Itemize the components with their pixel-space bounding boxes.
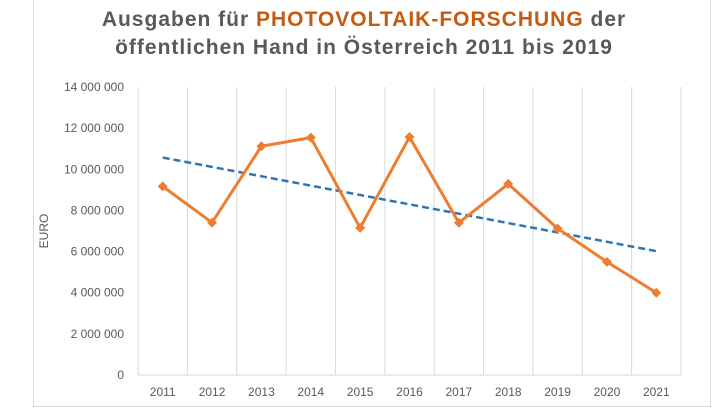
- chart-frame: [33, 0, 711, 407]
- y-tick-label: 10 000 000: [64, 162, 124, 176]
- data-point-marker: [404, 131, 415, 142]
- data-point-marker: [651, 287, 662, 298]
- data-point-marker: [207, 217, 218, 228]
- title-part-3: der: [583, 8, 627, 31]
- x-tick-label: 2014: [297, 385, 324, 399]
- x-tick-label: 2015: [347, 385, 374, 399]
- data-point-marker: [256, 141, 267, 152]
- x-tick-label: 2011: [150, 385, 176, 399]
- title-highlight: PHOTOVOLTAIK-FORSCHUNG: [256, 8, 584, 31]
- data-point-marker: [601, 256, 612, 267]
- y-tick-label: 4 000 000: [71, 286, 125, 300]
- y-tick-label: 6 000 000: [71, 245, 125, 259]
- y-tick-label: 8 000 000: [71, 203, 125, 217]
- y-tick-label: 14 000 000: [64, 80, 124, 94]
- data-point-marker: [157, 181, 168, 192]
- x-tick-label: 2018: [495, 385, 522, 399]
- data-point-marker: [503, 178, 514, 189]
- data-point-marker: [453, 217, 464, 228]
- y-axis-label: EURO: [37, 214, 51, 249]
- y-tick-label: 0: [117, 368, 124, 382]
- x-tick-label: 2021: [643, 385, 670, 399]
- title-line-2: öffentlichen Hand in Österreich 2011 bis…: [115, 36, 613, 59]
- data-point-marker: [552, 223, 563, 234]
- y-tick-label: 2 000 000: [71, 327, 125, 341]
- data-point-marker: [355, 222, 366, 233]
- title-part-1: Ausgaben für: [101, 8, 256, 31]
- chart-title: Ausgaben für PHOTOVOLTAIK-FORSCHUNG der …: [0, 6, 728, 62]
- x-tick-label: 2016: [396, 385, 423, 399]
- data-point-marker: [305, 132, 316, 143]
- y-tick-label: 12 000 000: [64, 121, 124, 135]
- x-tick-label: 2017: [446, 385, 473, 399]
- x-tick-label: 2012: [199, 385, 226, 399]
- x-tick-label: 2013: [248, 385, 275, 399]
- x-tick-label: 2020: [594, 385, 621, 399]
- x-tick-label: 2019: [544, 385, 571, 399]
